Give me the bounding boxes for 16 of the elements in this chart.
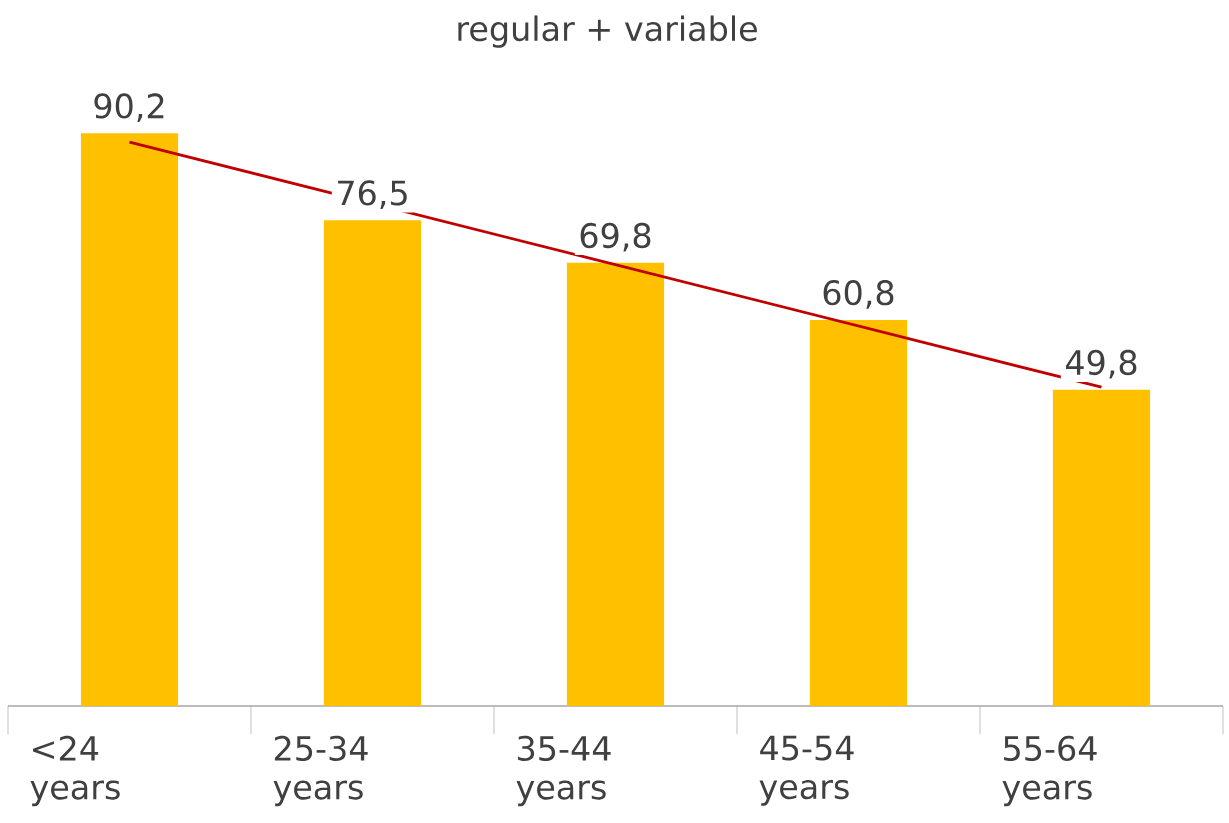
x-tick-label: 25-34 years bbox=[273, 735, 368, 807]
x-tick-label: <24 years bbox=[30, 735, 120, 807]
chart-title: regular + variable bbox=[458, 15, 757, 48]
data-label: 69,8 bbox=[580, 222, 651, 252]
x-tick-label: 35-44 years bbox=[516, 735, 611, 807]
bar bbox=[80, 133, 179, 706]
data-label: 60,8 bbox=[823, 280, 894, 309]
data-label: 76,5 bbox=[338, 180, 407, 209]
x-tick-label: 45-54 years bbox=[759, 735, 854, 806]
x-tick-label: 55-64 years bbox=[1002, 735, 1097, 807]
bar bbox=[566, 262, 665, 706]
bar bbox=[809, 319, 908, 706]
bar bbox=[323, 220, 422, 706]
bar bbox=[1052, 389, 1151, 706]
data-label: 90,2 bbox=[94, 93, 164, 122]
data-label: 49,8 bbox=[1065, 349, 1137, 379]
